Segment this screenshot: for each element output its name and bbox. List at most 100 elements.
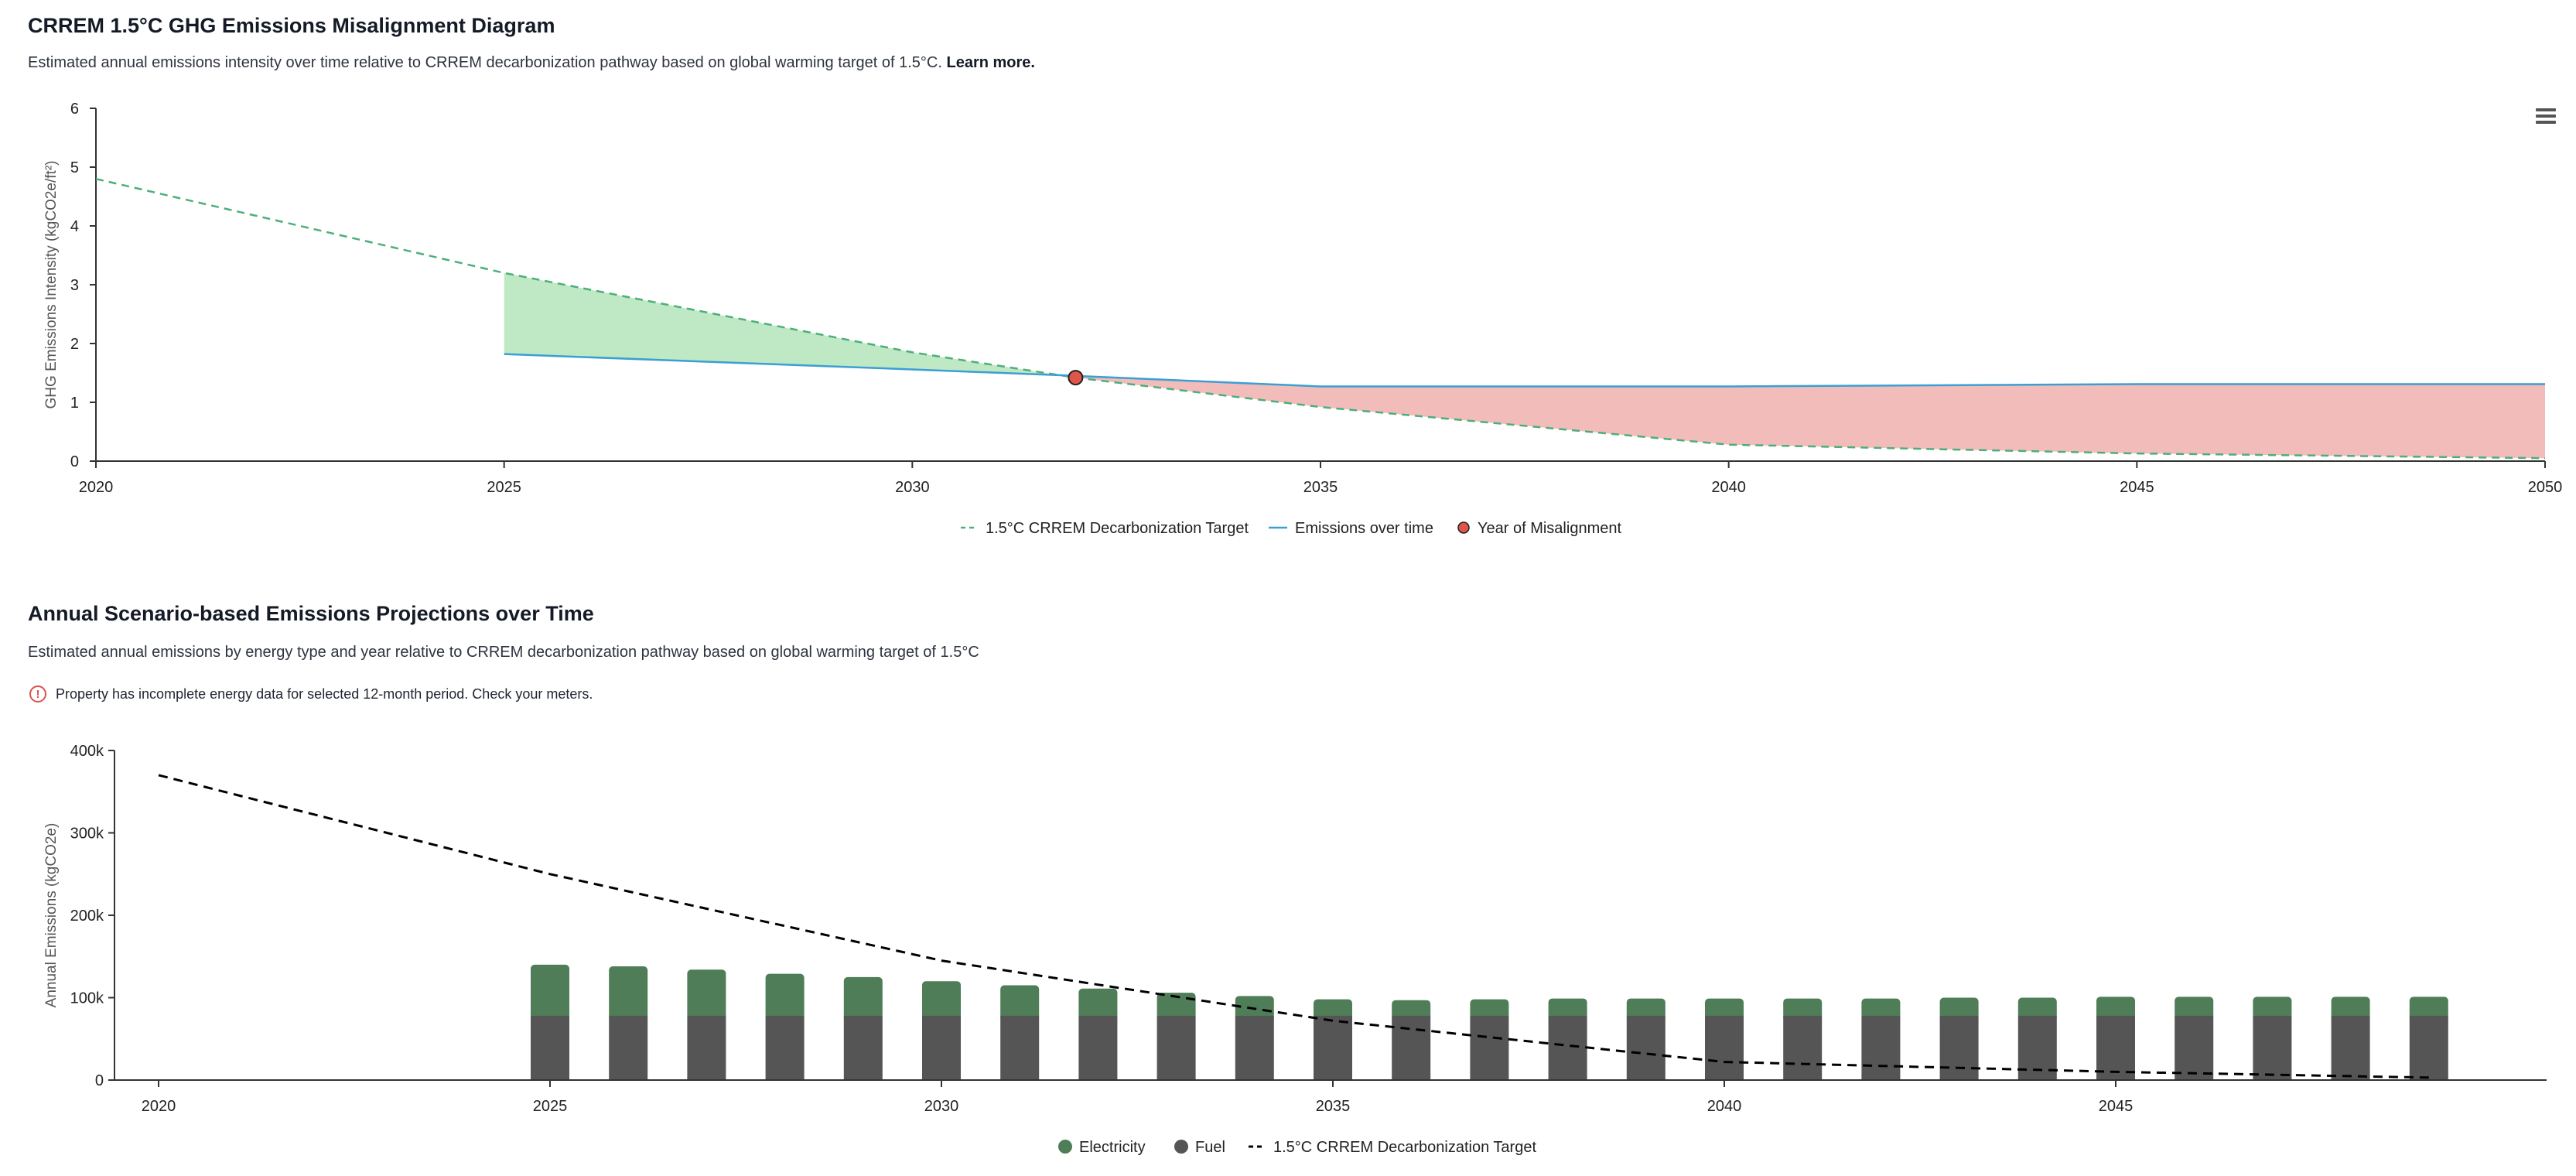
warning-text: Property has incomplete energy data for … [56, 685, 593, 702]
bar-fuel [2175, 1015, 2214, 1080]
legend-misalignment-label: Year of Misalignment [1478, 520, 1621, 537]
bar-electricity [2096, 997, 2135, 1020]
bar-electricity [531, 964, 569, 1020]
projections-chart-title: Annual Scenario-based Emissions Projecti… [28, 602, 594, 625]
bar-fuel [765, 1015, 805, 1080]
y-axis-label: GHG Emissions Intensity (kgCO2e/ft²) [43, 161, 60, 409]
bar-electricity [609, 966, 648, 1020]
bar-fuel [1156, 1015, 1196, 1080]
misalignment-chart-subtitle: Estimated annual emissions intensity ove… [28, 54, 1035, 72]
bar-electricity [1939, 997, 1979, 1020]
y-axis-label: Annual Emissions (kgCO2e) [43, 823, 60, 1008]
bar-electricity [843, 976, 883, 1020]
incomplete-data-warning: ! Property has incomplete energy data fo… [29, 685, 593, 703]
y-tick-label: 300k [70, 826, 104, 843]
x-tick-label: 2025 [533, 1098, 568, 1115]
bar-electricity [1392, 1000, 1431, 1020]
bar-electricity [2175, 997, 2214, 1020]
bar-fuel [1314, 1015, 1352, 1080]
bar-fuel [1626, 1015, 1666, 1080]
x-tick-label: 2030 [895, 479, 930, 496]
target-line [95, 177, 2546, 460]
bar-fuel [1939, 1015, 1979, 1080]
bar-electricity [765, 973, 805, 1020]
bar-electricity [1000, 985, 1040, 1020]
bar-fuel [687, 1015, 726, 1080]
target-line [158, 774, 2429, 1079]
x-tick-label: 2040 [1711, 479, 1746, 496]
bar-fuel [1548, 1015, 1587, 1080]
bar-fuel [1000, 1015, 1040, 1080]
x-tick-label: 2045 [2099, 1098, 2134, 1115]
legend-electricity-swatch [1058, 1140, 1072, 1154]
bar-fuel [609, 1015, 648, 1080]
bar-electricity [1314, 999, 1352, 1020]
bar-fuel [1705, 1015, 1744, 1080]
bar-electricity [687, 969, 726, 1020]
misalignment-chart-title: CRREM 1.5°C GHG Emissions Misalignment D… [28, 14, 555, 37]
y-tick-label: 100k [70, 990, 104, 1007]
bar-fuel [1078, 1015, 1118, 1080]
bar-fuel [1235, 1015, 1274, 1080]
menu-bar [2536, 108, 2556, 111]
bar-fuel [843, 1015, 883, 1080]
exclamation-circle-icon: ! [29, 685, 46, 703]
bar-electricity [1861, 998, 1901, 1020]
hamburger-menu-icon[interactable] [2536, 108, 2556, 125]
y-tick-label: 1 [70, 395, 79, 412]
menu-bar [2536, 115, 2556, 118]
bar-fuel [531, 1015, 569, 1080]
bar-electricity [1705, 998, 1744, 1020]
bar-fuel [1470, 1015, 1509, 1080]
bar-fuel [1392, 1015, 1431, 1080]
bar-electricity [1078, 988, 1118, 1020]
x-tick-label: 2040 [1707, 1098, 1742, 1115]
bar-fuel [1783, 1015, 1823, 1080]
bar-fuel [922, 1015, 961, 1080]
y-tick-label: 0 [95, 1072, 104, 1089]
bar-electricity [1470, 999, 1509, 1020]
x-tick-label: 2030 [924, 1098, 959, 1115]
aligned-area [504, 272, 1076, 378]
menu-bar [2536, 121, 2556, 124]
misaligned-area [1075, 375, 2545, 459]
misalignment-subtitle-text: Estimated annual emissions intensity ove… [28, 54, 942, 71]
y-tick-label: 200k [70, 908, 104, 925]
bar-fuel [2096, 1015, 2135, 1080]
projections-chart-subtitle: Estimated annual emissions by energy typ… [28, 644, 979, 661]
bar-electricity [2017, 997, 2057, 1020]
legend-target-label: 1.5°C CRREM Decarbonization Target [986, 520, 1249, 537]
legend-fuel-label: Fuel [1195, 1139, 1225, 1156]
y-tick-label: 6 [70, 101, 79, 118]
bar-electricity [2253, 997, 2292, 1020]
misalignment-chart: 0 1 2 3 4 5 6 2020 2025 2030 2035 2040 2045 2050 GHG E… [43, 101, 2563, 537]
learn-more-link[interactable]: Learn more. [946, 54, 1035, 71]
bar-electricity [2409, 997, 2448, 1020]
x-tick-label: 2035 [1316, 1098, 1351, 1115]
misalignment-point [1068, 370, 1084, 386]
x-tick-label: 2020 [142, 1098, 176, 1115]
bar-electricity [922, 981, 961, 1020]
bar-fuel [1861, 1015, 1901, 1080]
legend-misalignment-swatch [1457, 521, 1470, 534]
x-tick-label: 2025 [487, 479, 521, 496]
legend-fuel-swatch [1174, 1140, 1188, 1154]
bar-electricity [2331, 997, 2370, 1020]
x-tick-label: 2045 [2120, 479, 2154, 496]
x-tick-label: 2050 [2528, 479, 2563, 496]
y-tick-label: 3 [70, 277, 79, 294]
y-tick-label: 5 [70, 159, 79, 176]
bar-fuel [2409, 1015, 2448, 1080]
y-tick-label: 4 [70, 218, 79, 235]
bar-fuel [2253, 1015, 2292, 1080]
bar-electricity [1783, 998, 1823, 1020]
bar-electricity [1626, 998, 1666, 1020]
y-tick-label: 2 [70, 336, 79, 353]
legend-electricity-label: Electricity [1079, 1139, 1146, 1156]
bar-fuel [2331, 1015, 2370, 1080]
legend-target-label: 1.5°C CRREM Decarbonization Target [1273, 1139, 1536, 1156]
projections-chart: 0 100k 200k 300k 400k 2020 2025 2030 2035 2040 204… [43, 743, 2547, 1156]
y-tick-label: 400k [70, 743, 104, 760]
y-tick-label: 0 [70, 453, 79, 470]
legend-emissions-label: Emissions over time [1295, 520, 1433, 537]
